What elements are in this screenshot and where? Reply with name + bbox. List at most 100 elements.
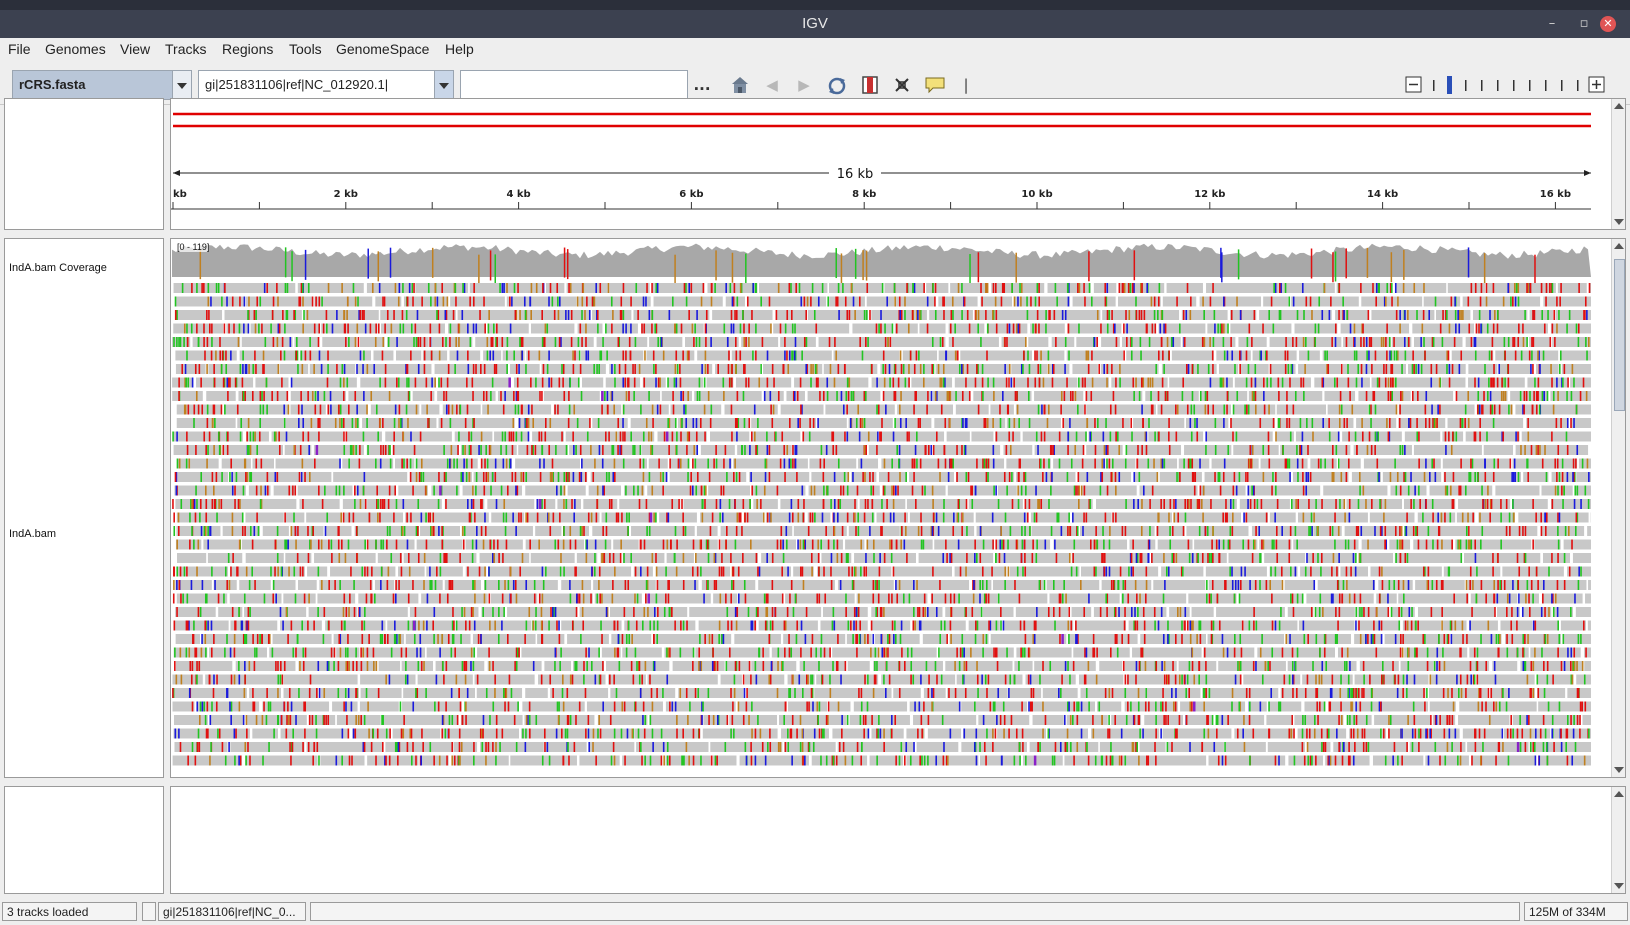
mismatch xyxy=(1448,431,1450,442)
read xyxy=(1287,607,1314,617)
mismatch xyxy=(1201,337,1204,347)
read xyxy=(902,350,938,361)
mismatch xyxy=(1060,391,1063,401)
refresh-icon[interactable] xyxy=(826,76,846,95)
alignment-view[interactable] xyxy=(171,239,1611,777)
mismatch xyxy=(737,566,740,577)
menu-genomes[interactable]: Genomes xyxy=(45,41,106,57)
read xyxy=(1292,472,1349,482)
read xyxy=(1551,728,1591,739)
region-of-interest-icon[interactable] xyxy=(860,76,880,94)
close-button[interactable]: ✕ xyxy=(1600,16,1616,32)
read xyxy=(553,404,622,415)
mismatch xyxy=(1535,404,1538,415)
locus-search-input[interactable] xyxy=(460,70,688,100)
maximize-button[interactable]: ▫ xyxy=(1579,16,1589,31)
mismatch xyxy=(722,485,725,496)
menu-regions[interactable]: Regions xyxy=(222,41,274,57)
mismatch xyxy=(1016,404,1019,415)
mismatch xyxy=(1385,364,1388,374)
popup-info-icon[interactable] xyxy=(924,76,945,94)
mismatch xyxy=(635,283,638,293)
mismatch xyxy=(731,364,733,374)
mismatch xyxy=(222,377,225,388)
alignment-track-name[interactable]: IndA.bam xyxy=(9,528,57,540)
mismatch xyxy=(1218,539,1220,550)
menu-tracks[interactable]: Tracks xyxy=(165,41,207,57)
mismatch xyxy=(915,350,918,361)
resize-icon[interactable] xyxy=(892,76,912,94)
mismatch xyxy=(179,337,182,347)
mismatch xyxy=(1403,472,1405,482)
read xyxy=(1563,539,1591,550)
chevron-down-icon[interactable] xyxy=(172,71,191,99)
mismatch xyxy=(1436,539,1439,550)
mismatch xyxy=(655,364,657,374)
mismatch xyxy=(793,350,796,361)
menu-help[interactable]: Help xyxy=(445,41,474,57)
read xyxy=(1529,337,1551,347)
mismatch xyxy=(1323,283,1326,293)
mismatch xyxy=(718,566,721,577)
read xyxy=(1139,485,1198,496)
mismatch xyxy=(1318,296,1321,307)
mismatch xyxy=(1012,323,1015,334)
mismatch xyxy=(766,350,769,361)
menu-view[interactable]: View xyxy=(120,41,151,57)
mismatch xyxy=(499,283,501,293)
mismatch xyxy=(1566,391,1568,401)
mismatch xyxy=(992,310,995,320)
mismatch xyxy=(1500,391,1503,401)
mismatch xyxy=(722,377,725,388)
mismatch xyxy=(1434,418,1437,428)
mismatch xyxy=(467,323,469,334)
read xyxy=(1239,499,1290,509)
mismatch xyxy=(827,296,830,307)
mismatch xyxy=(1393,337,1395,347)
mismatch xyxy=(1399,310,1401,320)
mismatch xyxy=(1043,431,1046,442)
header-scrollbar[interactable] xyxy=(1611,99,1625,229)
read xyxy=(348,391,410,401)
read xyxy=(590,472,667,482)
forward-icon[interactable]: ▶ xyxy=(798,76,810,94)
mismatch xyxy=(292,485,294,496)
mismatch xyxy=(456,350,459,361)
coverage-variant xyxy=(1310,248,1313,279)
coverage-track-name[interactable]: IndA.bam Coverage xyxy=(9,262,107,274)
mismatch xyxy=(717,364,719,374)
mismatch xyxy=(735,472,738,482)
menu-file[interactable]: File xyxy=(8,41,31,57)
mismatch xyxy=(299,296,302,307)
mismatch xyxy=(387,499,390,509)
menu-tools[interactable]: Tools xyxy=(289,41,322,57)
mismatch xyxy=(1091,377,1094,388)
mismatch xyxy=(1067,323,1070,334)
mismatch xyxy=(415,337,418,347)
mismatch xyxy=(1348,431,1350,442)
mismatch xyxy=(568,283,570,293)
mismatch xyxy=(417,364,420,374)
mismatch xyxy=(405,364,407,374)
mismatch xyxy=(1208,553,1211,563)
mismatch xyxy=(459,553,461,563)
zoom-widget[interactable] xyxy=(1405,76,1605,94)
mismatch xyxy=(276,283,278,293)
mismatch xyxy=(685,404,687,415)
mismatch xyxy=(803,499,805,509)
mismatch xyxy=(1562,499,1564,509)
genome-dropdown[interactable]: rCRS.fasta xyxy=(12,70,192,100)
chevron-down-icon[interactable] xyxy=(434,71,453,99)
mismatch xyxy=(886,499,888,509)
mismatch xyxy=(1493,364,1495,374)
back-icon[interactable]: ◀ xyxy=(766,76,778,94)
chromosome-dropdown[interactable]: gi|251831106|ref|NC_012920.1| xyxy=(198,70,454,100)
more-button[interactable]: ... xyxy=(693,76,711,94)
mismatch xyxy=(438,377,440,388)
mismatch xyxy=(1321,499,1323,509)
menu-genomespace[interactable]: GenomeSpace xyxy=(336,41,430,57)
mismatch xyxy=(752,350,754,361)
home-icon[interactable] xyxy=(730,76,750,94)
zoom-slider[interactable] xyxy=(1405,76,1605,94)
minimize-button[interactable]: – xyxy=(1548,16,1556,31)
